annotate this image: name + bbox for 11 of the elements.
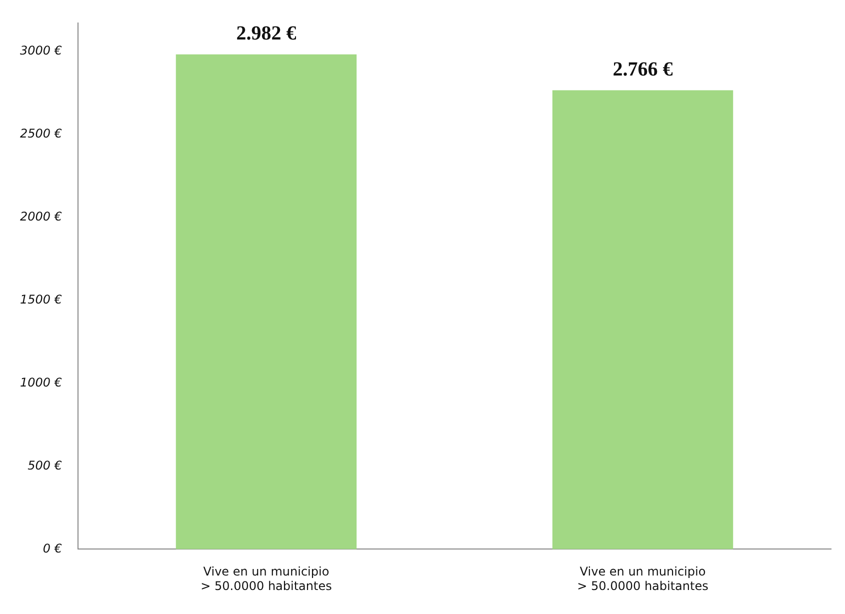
y-tick-label: 1500 € [20,292,62,306]
y-tick-label: 2500 € [20,126,62,140]
x-tick-label: Vive en un municipio > 50.0000 habitantes [577,564,708,593]
y-tick-label: 2000 € [20,209,62,224]
data-label: 2.982 € [236,22,296,45]
y-tick-label: 500 € [28,458,62,472]
x-tick-label: Vive en un municipio > 50.0000 habitantes [200,564,332,593]
y-tick-label: 1000 € [20,375,62,390]
y-tick-label: 0 € [42,541,62,556]
y-tick-label: 3000 € [20,44,62,58]
data-label: 2.766 € [612,58,673,80]
